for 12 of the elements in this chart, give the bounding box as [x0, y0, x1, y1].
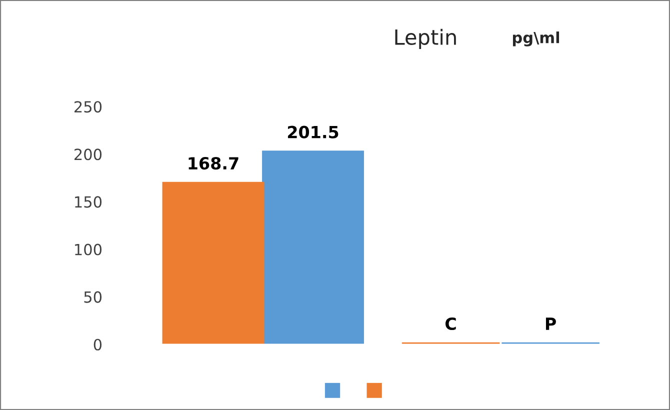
- y-tick-label: 150: [75, 196, 102, 208]
- y-tick-label: 0: [94, 338, 102, 350]
- data-label: 201.5: [288, 126, 338, 138]
- y-tick-label: 200: [74, 148, 102, 160]
- chart-title: Leptin: [395, 28, 456, 50]
- data-label: C: [446, 317, 456, 330]
- y-tick-label: 100: [75, 244, 102, 256]
- y-tick-label: 50: [84, 291, 102, 303]
- chart-subtitle: pg\ml: [512, 31, 560, 46]
- data-label: 168.7: [188, 156, 238, 170]
- data-label: P: [546, 318, 556, 330]
- y-tick-label: 250: [74, 101, 102, 113]
